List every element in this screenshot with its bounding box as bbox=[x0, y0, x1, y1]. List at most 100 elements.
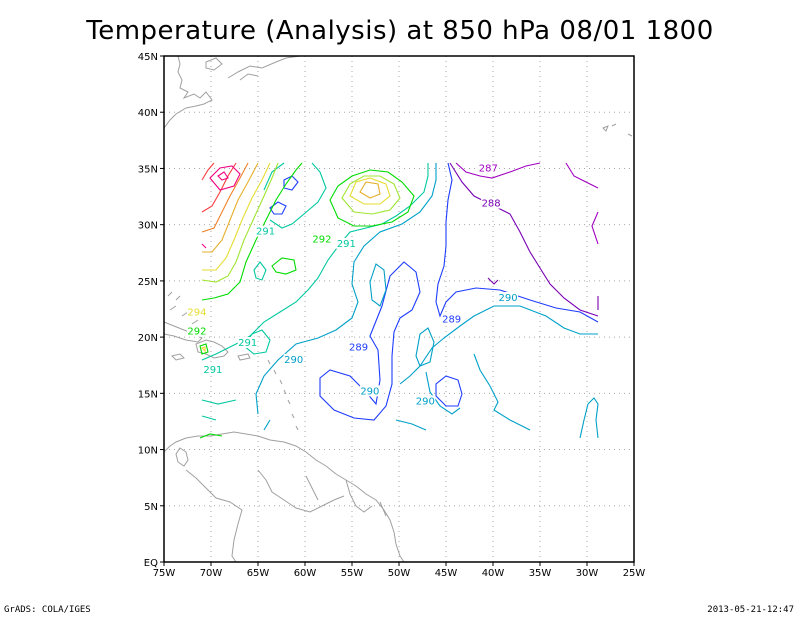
footer-timestamp: 2013-05-21-12:47 bbox=[707, 605, 794, 615]
contour-291-b bbox=[263, 162, 327, 229]
y-tick-label: 35N bbox=[138, 164, 158, 175]
contour-label-bg bbox=[359, 385, 380, 397]
y-tick-label: 15N bbox=[138, 389, 158, 400]
coast-puerto-rico bbox=[237, 353, 251, 361]
coast-bermuda bbox=[602, 123, 617, 132]
x-axis-labels: 75W 70W 65W 60W 55W 50W 45W 40W 35W 30W 25W bbox=[153, 568, 646, 579]
borders-south-america bbox=[185, 469, 387, 563]
contour-label-bg bbox=[311, 233, 332, 245]
contour-label: 290 bbox=[498, 293, 517, 304]
contour-291-e bbox=[253, 261, 267, 281]
contour-289-b bbox=[319, 261, 421, 421]
contour-label-bg bbox=[186, 306, 207, 318]
contour-label-bg bbox=[202, 363, 223, 375]
contour-label: 292 bbox=[312, 235, 331, 246]
contour-292-d bbox=[199, 433, 223, 439]
contour-label: 290 bbox=[360, 386, 379, 397]
contour-label-bg bbox=[336, 238, 357, 250]
x-tick-label: 55W bbox=[341, 568, 364, 579]
coast-bahamas bbox=[167, 291, 199, 325]
x-tick-label: 65W bbox=[247, 568, 270, 579]
coast-maracaibo bbox=[175, 447, 189, 467]
coast-new-england bbox=[163, 55, 213, 129]
contour-291-c bbox=[243, 329, 271, 355]
contour-293-b bbox=[341, 175, 401, 215]
contour-hispaniola-blob-b bbox=[200, 346, 206, 353]
temperature-contours bbox=[199, 162, 599, 439]
contour-297 bbox=[201, 162, 237, 213]
contour-hispaniola-blob bbox=[199, 343, 209, 355]
contour-label-bg bbox=[441, 313, 462, 325]
contour-label: 290 bbox=[416, 396, 435, 407]
contour-291-d bbox=[201, 399, 237, 421]
contour-289 bbox=[435, 162, 599, 323]
contour-295 bbox=[202, 162, 259, 253]
contour-289-c bbox=[435, 375, 463, 407]
contour-label-bg bbox=[348, 341, 369, 353]
contour-label: 289 bbox=[442, 314, 461, 325]
contour-287 bbox=[455, 162, 541, 179]
contour-288 bbox=[449, 162, 599, 317]
y-tick-label: 45N bbox=[138, 52, 158, 63]
contour-label: 294 bbox=[187, 308, 206, 319]
contour-293 bbox=[201, 162, 279, 283]
contour-287-east bbox=[565, 162, 599, 245]
y-tick-label: 10N bbox=[138, 446, 158, 457]
x-tick-label: 35W bbox=[529, 568, 552, 579]
coast-maritimes bbox=[227, 55, 301, 81]
coast-cuba bbox=[163, 321, 203, 343]
contour-298-b bbox=[217, 171, 229, 181]
contour-label-bg bbox=[415, 395, 436, 407]
contour-label: 290 bbox=[284, 355, 303, 366]
contour-289-e bbox=[269, 201, 287, 215]
coast-guianas bbox=[335, 473, 405, 563]
x-tick-label: 75W bbox=[153, 568, 176, 579]
contour-label-bg bbox=[186, 325, 207, 337]
y-tick-label: 5N bbox=[144, 502, 158, 513]
x-tick-label: 70W bbox=[200, 568, 223, 579]
coast-nova-scotia bbox=[205, 57, 223, 71]
contour-290-f bbox=[425, 371, 461, 415]
contour-292-c bbox=[271, 257, 297, 275]
contour-label: 291 bbox=[337, 239, 356, 250]
x-tick-label: 45W bbox=[435, 568, 458, 579]
contour-295-b bbox=[359, 181, 381, 199]
contour-label-bg bbox=[237, 336, 258, 348]
y-tick-label: EQ bbox=[144, 558, 158, 569]
contour-290-d bbox=[399, 305, 598, 385]
contour-labels: 287 288 292 291 291 294 292 291 291 290 290 289 289 2… bbox=[186, 162, 519, 407]
x-tick-label: 50W bbox=[388, 568, 411, 579]
x-tick-label: 30W bbox=[576, 568, 599, 579]
contour-label: 292 bbox=[187, 327, 206, 338]
y-axis-labels: EQ 5N 10N 15N 20N 25N 30N 35N 40N 45N bbox=[138, 52, 158, 569]
contour-292 bbox=[201, 162, 303, 301]
coast-lesser-antilles bbox=[267, 359, 299, 431]
x-tick-label: 60W bbox=[294, 568, 317, 579]
contour-292-b bbox=[329, 169, 415, 227]
contour-290-h bbox=[263, 419, 427, 431]
contour-294 bbox=[202, 162, 271, 271]
contour-label-bg bbox=[481, 197, 502, 209]
contour-label: 291 bbox=[238, 338, 257, 349]
contour-298-c bbox=[201, 243, 207, 249]
contour-288-b bbox=[487, 277, 499, 285]
y-tick-label: 25N bbox=[138, 277, 158, 288]
footer-credit: GrADS: COLA/IGES bbox=[4, 605, 91, 615]
contour-label-bg bbox=[478, 162, 499, 174]
contour-label-bg bbox=[255, 225, 276, 237]
contour-label: 287 bbox=[479, 164, 498, 175]
map-title: Temperature (Analysis) at 850 hPa 08/01 … bbox=[86, 16, 714, 46]
coast-azores bbox=[627, 133, 633, 137]
coastlines bbox=[163, 55, 633, 563]
y-tick-label: 30N bbox=[138, 221, 158, 232]
contour-298 bbox=[209, 165, 241, 191]
y-tick-label: 20N bbox=[138, 333, 158, 344]
contour-label-bg bbox=[498, 292, 519, 304]
y-tick-label: 40N bbox=[138, 108, 158, 119]
contour-label: 291 bbox=[256, 227, 275, 238]
axis-ticks bbox=[160, 55, 635, 566]
contour-label: 288 bbox=[482, 199, 501, 210]
x-tick-label: 25W bbox=[623, 568, 646, 579]
x-tick-label: 40W bbox=[482, 568, 505, 579]
